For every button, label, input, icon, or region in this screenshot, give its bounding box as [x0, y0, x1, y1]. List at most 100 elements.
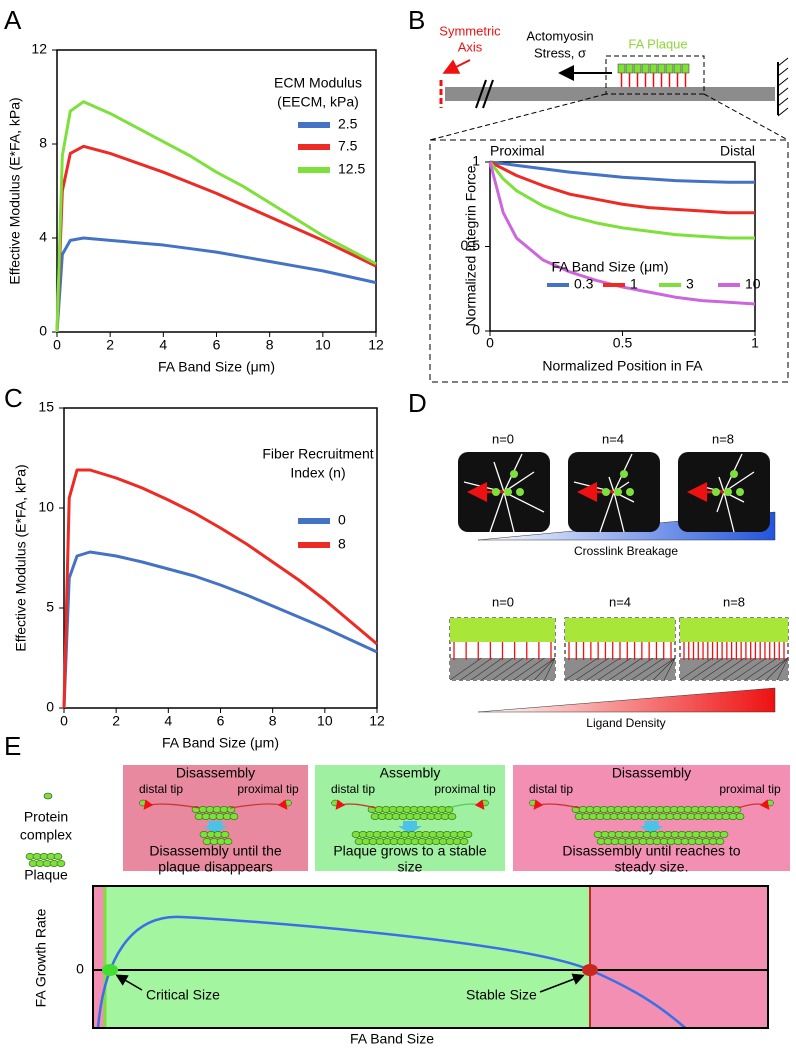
fiber — [597, 657, 632, 681]
box-title: Disassembly — [612, 765, 691, 781]
complex — [447, 812, 457, 820]
annotation: Distal — [720, 143, 755, 159]
legend-label: 10 — [745, 276, 761, 292]
y-tick-label: 5 — [46, 599, 54, 615]
legend-label: 1 — [630, 276, 638, 292]
x-tick-label: 0 — [486, 335, 494, 351]
y-tick-label: 0 — [76, 961, 84, 977]
complex — [53, 852, 63, 860]
label: FA Plaque — [628, 36, 687, 51]
x-tick-label: 2 — [112, 713, 120, 729]
caption: Ligand Density — [586, 716, 665, 730]
tip-label: distal tip — [331, 782, 375, 796]
legend-label: Plaque — [24, 867, 68, 883]
fiber — [630, 657, 665, 681]
flow-arrow — [335, 799, 377, 810]
fiber — [481, 657, 514, 681]
complex — [529, 799, 537, 807]
plot-frame — [56, 49, 377, 333]
complex — [719, 830, 729, 838]
flow-arrow — [229, 799, 288, 810]
complex — [459, 837, 469, 845]
stable-point — [582, 964, 598, 976]
x-tick-label: 10 — [315, 337, 331, 353]
legend-label: 0 — [338, 512, 346, 528]
annotation: Critical Size — [146, 987, 220, 1003]
node — [736, 488, 744, 496]
matrix — [680, 658, 788, 680]
flow-arrow — [533, 799, 581, 810]
series-line — [55, 100, 377, 333]
y-axis-label: FA Growth Rate — [33, 908, 49, 1007]
series-line — [55, 236, 377, 333]
fiber — [575, 657, 610, 681]
plaque-unit — [641, 63, 650, 74]
plaque-unit — [617, 63, 626, 74]
label: Symmetric — [439, 23, 501, 38]
tip-label: distal tip — [139, 782, 183, 796]
fiber — [608, 657, 643, 681]
fiber — [663, 657, 676, 681]
series-line — [489, 160, 755, 184]
plaque-unit — [649, 63, 658, 74]
legend-title: FA Band Size (μm) — [552, 259, 669, 275]
down-arrow — [639, 821, 664, 834]
fiber — [503, 491, 545, 513]
node — [510, 470, 518, 478]
plot-frame — [489, 161, 756, 332]
y-tick-label: 0 — [472, 322, 480, 338]
region — [105, 886, 590, 1028]
legend-label: 3 — [686, 276, 694, 292]
flow-arrow — [143, 799, 201, 810]
box-caption: Disassembly until the — [149, 843, 281, 859]
legend-label: 8 — [338, 536, 346, 552]
x-tick-label: 10 — [317, 713, 333, 729]
break — [475, 79, 487, 109]
legend-title: ECM Modulus — [274, 75, 362, 91]
plaque-unit — [625, 63, 634, 74]
x-tick-label: 4 — [159, 337, 167, 353]
tip-label: proximal tip — [719, 782, 781, 796]
fiber — [701, 657, 735, 681]
fiber — [564, 657, 599, 681]
gradient — [477, 687, 776, 713]
fiber — [608, 476, 615, 493]
node — [626, 488, 634, 496]
box-title: Assembly — [380, 765, 441, 781]
fiber — [449, 657, 482, 681]
box-caption: Plaque grows to a stable — [333, 843, 487, 859]
tip-label: proximal tip — [434, 782, 496, 796]
x-axis-label: FA Band Size — [350, 1031, 434, 1047]
box-title: Disassembly — [176, 765, 255, 781]
label: Actomyosin — [526, 28, 593, 43]
fiber — [544, 657, 556, 681]
y-tick-label: 1 — [472, 153, 480, 169]
x-tick-label: 12 — [368, 337, 384, 353]
complex — [766, 799, 774, 807]
series-line — [489, 160, 755, 215]
legend-label: 0.3 — [574, 276, 594, 292]
plaque-unit — [665, 63, 674, 74]
complex — [481, 799, 489, 807]
legend-title: Index (n) — [290, 465, 345, 481]
series-line — [488, 161, 755, 240]
plaque-unit — [681, 63, 690, 74]
panel-label: D — [408, 388, 427, 418]
complex — [220, 830, 230, 838]
matrix — [565, 658, 675, 680]
label: n=8 — [723, 594, 745, 609]
fiber — [679, 657, 713, 681]
fiber — [776, 657, 789, 681]
panel-d: n=0 n=4 n=8 Crosslink Breakage n=0 n=4 n… — [449, 431, 789, 730]
label: n=8 — [712, 431, 734, 446]
panel-label: C — [4, 383, 23, 413]
arrow — [539, 973, 585, 993]
plaque-unit — [633, 63, 642, 74]
y-tick-label: 8 — [39, 135, 47, 151]
x-tick-label: 6 — [213, 337, 221, 353]
y-tick-label: 10 — [38, 499, 54, 515]
fiber — [652, 657, 676, 681]
legend-label: 12.5 — [338, 161, 365, 177]
down-arrow — [203, 821, 228, 834]
